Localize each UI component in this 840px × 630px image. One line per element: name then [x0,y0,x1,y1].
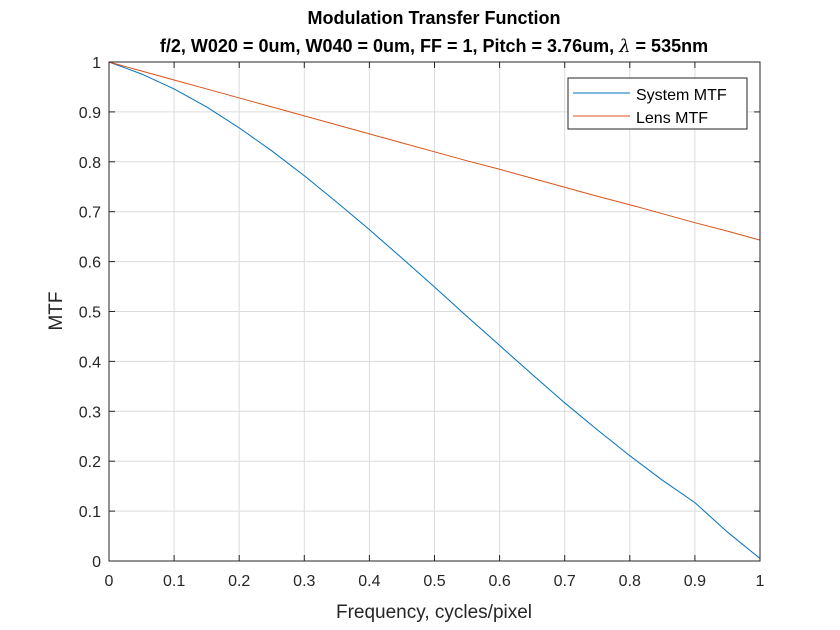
x-tick-label: 1 [756,573,765,590]
legend-box [567,77,748,130]
x-tick-label: 0.2 [228,573,250,590]
grid-lines [109,62,760,561]
legend-label-system-mtf: System MTF [636,87,727,104]
series-line-lens-mtf [108,61,761,241]
chart-title: Modulation Transfer Function [307,8,561,28]
x-tick-label: 0 [105,573,114,590]
subtitle-suffix: = 535nm [635,36,709,56]
x-tick-label: 0.8 [619,573,641,590]
y-tick-label: 0.5 [79,305,101,322]
series-line-system-mtf [108,61,761,559]
chart-subtitle: f/2, W020 = 0um, W040 = 0um, FF = 1, Pit… [0,36,840,57]
y-tick-label: 0.8 [79,155,101,172]
series-lines [108,61,761,559]
y-tick-label: 0.1 [79,504,101,521]
y-tick-label: 0 [92,554,101,571]
x-tick-label: 0.9 [684,573,706,590]
y-tick-label: 0.6 [79,255,101,272]
x-tick-label: 0.7 [554,573,576,590]
y-tick-label: 0.4 [79,354,101,371]
x-axis-label: Frequency, cycles/pixel [336,602,532,623]
axis-ticks: 0 0.1 0.2 0.3 0.4 0.5 0.6 0.7 0.8 0.9 1 0 0.1 0.2 0.3 0… [79,55,765,590]
subtitle-prefix: f/2, W020 = 0um, W040 = 0um, FF = 1, Pit… [159,36,615,56]
y-tick-label: 0.3 [79,404,101,421]
x-tick-label: 0.3 [293,573,315,590]
x-tick-label: 0.4 [358,573,380,590]
y-tick-label: 1 [92,55,101,72]
legend-label-lens-mtf: Lens MTF [636,110,708,127]
y-tick-label: 0.9 [79,105,101,122]
x-tick-label: 0.6 [488,573,510,590]
y-tick-label: 0.2 [79,454,101,471]
x-tick-label: 0.5 [423,573,445,590]
y-axis-label: MTF [46,291,67,330]
x-tick-label: 0.1 [163,573,185,590]
legend: System MTF Lens MTF [567,77,748,130]
lambda-symbol: λ [619,36,631,57]
y-tick-label: 0.7 [79,205,101,222]
